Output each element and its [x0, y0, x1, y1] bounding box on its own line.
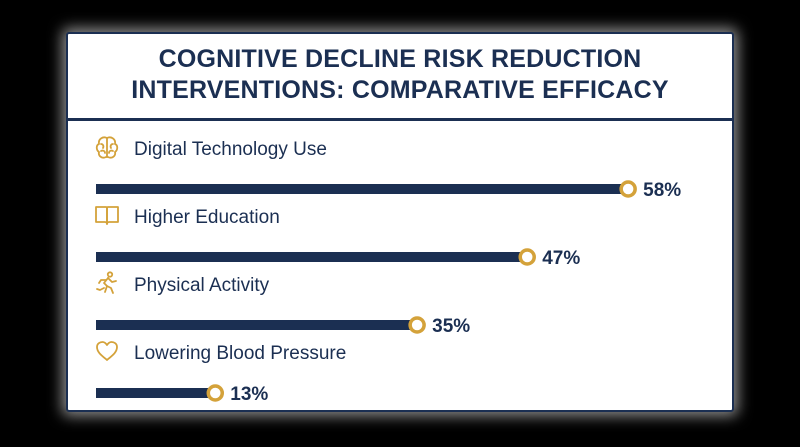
running-person-icon [96, 271, 117, 294]
bar [96, 252, 528, 262]
bar-row: Digital Technology Use 58% [96, 139, 681, 201]
category-label: Digital Technology Use [134, 139, 327, 160]
bar-end-marker [518, 248, 536, 266]
value-label: 13% [230, 384, 268, 405]
bar-row: Higher Education 47% [96, 207, 580, 269]
bar-row: Lowering Blood Pressure 13% [96, 343, 346, 405]
category-label: Physical Activity [134, 275, 270, 296]
value-label: 35% [432, 316, 470, 337]
bar-end-marker [408, 316, 426, 334]
chart-title: COGNITIVE DECLINE RISK REDUCTION INTERVE… [68, 34, 732, 116]
title-divider [68, 118, 732, 121]
category-label: Lowering Blood Pressure [134, 343, 346, 364]
bar [96, 184, 629, 194]
heart-icon [96, 341, 118, 361]
value-label: 58% [643, 180, 681, 201]
brain-icon [95, 136, 119, 159]
bar-chart: Digital Technology Use 58% Higher Educatio… [95, 136, 681, 405]
bar-end-marker [206, 384, 225, 402]
title-line-1: COGNITIVE DECLINE RISK REDUCTION [158, 45, 642, 73]
chart-card: COGNITIVE DECLINE RISK REDUCTION INTERVE… [66, 32, 734, 412]
bar [96, 320, 418, 330]
bar-row: Physical Activity 35% [96, 275, 470, 337]
value-label: 47% [542, 248, 580, 269]
title-line-2: INTERVENTIONS: COMPARATIVE EFFICACY [131, 76, 669, 104]
category-label: Higher Education [134, 207, 280, 228]
bar-end-marker [619, 180, 637, 198]
bar [96, 388, 216, 398]
book-icon [95, 206, 119, 225]
